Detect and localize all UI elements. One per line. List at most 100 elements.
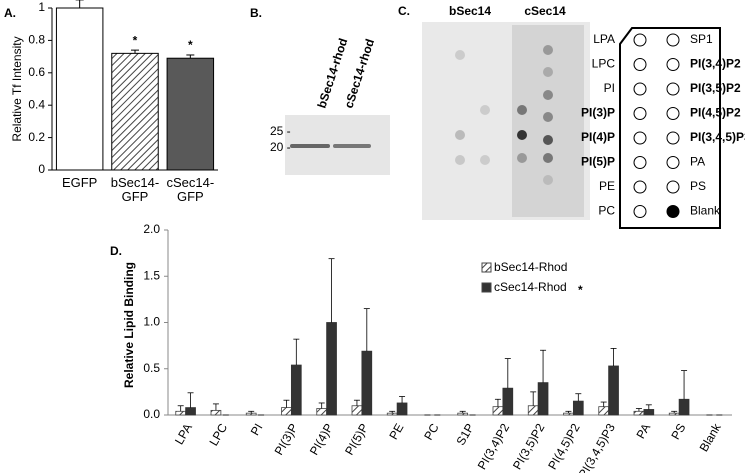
lipid-label: PI(4)P — [581, 130, 615, 144]
bar — [598, 406, 610, 416]
x-tick-label: PI(3,4)P2 — [475, 421, 513, 472]
bar — [351, 405, 363, 416]
bar — [608, 365, 619, 416]
membrane-spot — [543, 135, 553, 145]
bar — [492, 406, 504, 416]
x-tick-label: LPA — [172, 421, 195, 447]
x-tick-label: PI(3)P — [272, 421, 301, 457]
lipid-label: PI — [604, 81, 615, 95]
membrane-spot — [455, 50, 465, 60]
membrane-spot — [455, 155, 465, 165]
x-tick-label: PI — [248, 421, 266, 438]
membrane-spot — [543, 175, 553, 185]
lipid-label: PS — [690, 179, 706, 193]
lipid-spot — [633, 107, 647, 120]
y-tick-label: 2.0 — [143, 222, 160, 236]
strip-label: bSec14 — [449, 4, 491, 18]
lipid-spot — [666, 58, 680, 71]
membrane-spot — [543, 90, 553, 100]
bar — [210, 409, 222, 416]
bar — [361, 350, 373, 416]
y-tick-label: 1.0 — [143, 315, 160, 329]
x-tick-label: PI(4,5)P2 — [545, 421, 583, 472]
lipid-map-frame — [619, 27, 721, 229]
blot-band — [290, 144, 330, 148]
bar — [166, 57, 215, 171]
bar — [281, 407, 292, 416]
bar — [633, 410, 645, 416]
y-tick-label: 0.0 — [143, 407, 160, 421]
y-tick-label: 0.6 — [28, 65, 45, 79]
y-tick-label: 1 — [38, 0, 45, 14]
lipid-spot — [666, 107, 680, 120]
x-tick-label: bSec14-GFP — [110, 175, 160, 204]
bar — [527, 405, 539, 416]
x-tick-label: PS — [668, 421, 688, 442]
x-tick-label: EGFP — [61, 175, 98, 190]
x-tick-label: PE — [386, 421, 406, 442]
bar — [185, 407, 196, 416]
bar — [290, 364, 302, 416]
membrane-spot — [543, 153, 553, 163]
y-axis-label: Relative Tf Intensity — [10, 36, 24, 141]
bar — [316, 408, 328, 416]
bar — [396, 402, 408, 416]
membrane-spot — [455, 130, 465, 140]
mw-marker: 20 - — [270, 140, 291, 154]
lipid-spot — [633, 58, 647, 71]
lipid-label: LPC — [592, 57, 616, 71]
x-tick-label: PC — [421, 421, 442, 443]
lipid-label: PI(4,5)P2 — [690, 106, 741, 120]
panel-label: B. — [250, 6, 262, 20]
bar — [643, 409, 655, 416]
lipid-label: PI(5)P — [581, 155, 615, 169]
legend-swatch — [481, 282, 492, 293]
bar — [537, 382, 549, 416]
y-tick-label: 0.4 — [28, 97, 45, 111]
legend-label: cSec14-Rhod — [494, 280, 567, 294]
bar — [326, 322, 337, 416]
lipid-label: PC — [598, 204, 615, 218]
membrane-spot — [517, 105, 527, 115]
legend-label: bSec14-Rhod — [494, 260, 567, 274]
lipid-spot — [666, 33, 680, 47]
bar — [386, 412, 398, 416]
membrane-spot — [543, 67, 553, 77]
bar — [563, 412, 574, 416]
x-tick-label: PI(3,5)P2 — [510, 421, 548, 472]
lipid-label: SP1 — [690, 32, 713, 46]
lipid-label: PI(3,4)P2 — [690, 57, 741, 71]
bar — [55, 7, 104, 171]
mw-marker: 25 - — [270, 124, 291, 138]
x-tick-label: PI(5)P — [342, 421, 371, 457]
lipid-spot — [633, 156, 647, 169]
y-axis-label: Relative Lipid Binding — [122, 262, 136, 388]
bar — [572, 400, 584, 416]
significance-mark: * — [133, 33, 138, 47]
x-tick-label: S1P — [454, 421, 477, 448]
legend-swatch — [481, 262, 492, 273]
y-tick-label: 0.5 — [143, 361, 160, 375]
x-tick-label: Blank — [697, 420, 725, 454]
bar — [502, 387, 514, 416]
lipid-spot — [633, 205, 647, 218]
lipid-label: LPA — [593, 32, 615, 46]
membrane-spot — [480, 155, 490, 165]
x-tick-label: LPC — [206, 421, 230, 449]
y-tick-label: 0 — [38, 162, 45, 176]
bar — [245, 412, 257, 416]
y-tick-label: 0.8 — [28, 33, 45, 47]
lipid-spot — [666, 156, 680, 169]
legend-annotation: * — [578, 283, 583, 297]
lipid-spot — [666, 82, 680, 96]
bar — [678, 398, 690, 416]
lipid-label: PA — [690, 155, 705, 169]
bar — [175, 410, 187, 416]
lipid-label: PI(3,4,5)P3 — [690, 130, 745, 144]
membrane-spot — [517, 130, 527, 140]
lipid-label: Blank — [690, 204, 721, 218]
lipid-label: PI(3,5)P2 — [690, 81, 741, 95]
lipid-spot — [633, 180, 647, 194]
